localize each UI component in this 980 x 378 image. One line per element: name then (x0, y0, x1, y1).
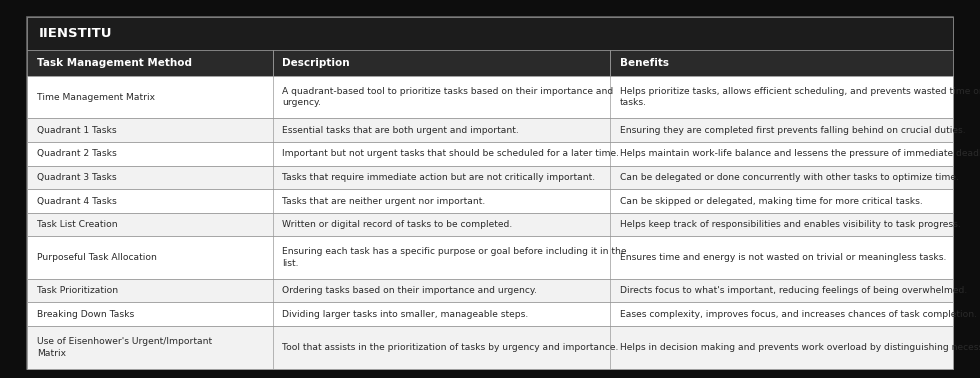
Bar (27, 236, 953, 279)
Text: Ensuring they are completed first prevents falling behind on crucial duties.: Ensuring they are completed first preven… (620, 126, 965, 135)
Bar (27, 118, 953, 142)
Text: Benefits: Benefits (620, 58, 669, 68)
Text: Breaking Down Tasks: Breaking Down Tasks (37, 310, 134, 319)
Text: Important but not urgent tasks that should be scheduled for a later time.: Important but not urgent tasks that shou… (282, 149, 619, 158)
Text: Helps maintain work-life balance and lessens the pressure of immediate deadlines: Helps maintain work-life balance and les… (620, 149, 980, 158)
Text: Use of Eisenhower's Urgent/Important
Matrix: Use of Eisenhower's Urgent/Important Mat… (37, 337, 213, 358)
Text: Task Prioritization: Task Prioritization (37, 286, 119, 295)
Bar (27, 302, 953, 326)
Text: Ordering tasks based on their importance and urgency.: Ordering tasks based on their importance… (282, 286, 537, 295)
Text: Helps prioritize tasks, allows efficient scheduling, and prevents wasted time on: Helps prioritize tasks, allows efficient… (620, 87, 980, 107)
Bar (27, 213, 953, 236)
Text: A quadrant-based tool to prioritize tasks based on their importance and
urgency.: A quadrant-based tool to prioritize task… (282, 87, 613, 107)
Text: Helps in decision making and prevents work overload by distinguishing necessary : Helps in decision making and prevents wo… (620, 343, 980, 352)
Text: Purposeful Task Allocation: Purposeful Task Allocation (37, 253, 157, 262)
Text: Tool that assists in the prioritization of tasks by urgency and importance.: Tool that assists in the prioritization … (282, 343, 618, 352)
Bar (27, 189, 953, 213)
Bar (27, 279, 953, 302)
Text: Can be skipped or delegated, making time for more critical tasks.: Can be skipped or delegated, making time… (620, 197, 923, 206)
Text: Helps keep track of responsibilities and enables visibility to task progress.: Helps keep track of responsibilities and… (620, 220, 960, 229)
Text: Quadrant 3 Tasks: Quadrant 3 Tasks (37, 173, 117, 182)
Text: Quadrant 1 Tasks: Quadrant 1 Tasks (37, 126, 117, 135)
Text: Ensuring each task has a specific purpose or goal before including it in the
lis: Ensuring each task has a specific purpos… (282, 248, 627, 268)
Text: Description: Description (282, 58, 350, 68)
Text: Time Management Matrix: Time Management Matrix (37, 93, 155, 102)
Bar (27, 142, 953, 166)
Text: Tasks that are neither urgent nor important.: Tasks that are neither urgent nor import… (282, 197, 486, 206)
Text: Task Management Method: Task Management Method (37, 58, 192, 68)
Text: Task List Creation: Task List Creation (37, 220, 118, 229)
Text: Directs focus to what's important, reducing feelings of being overwhelmed.: Directs focus to what's important, reduc… (620, 286, 967, 295)
Bar (27, 17, 953, 50)
Text: Quadrant 4 Tasks: Quadrant 4 Tasks (37, 197, 117, 206)
Bar (27, 166, 953, 189)
Text: Dividing larger tasks into smaller, manageable steps.: Dividing larger tasks into smaller, mana… (282, 310, 528, 319)
Text: Eases complexity, improves focus, and increases chances of task completion.: Eases complexity, improves focus, and in… (620, 310, 977, 319)
Text: Can be delegated or done concurrently with other tasks to optimize time.: Can be delegated or done concurrently wi… (620, 173, 959, 182)
Text: Ensures time and energy is not wasted on trivial or meaningless tasks.: Ensures time and energy is not wasted on… (620, 253, 947, 262)
Text: Essential tasks that are both urgent and important.: Essential tasks that are both urgent and… (282, 126, 519, 135)
Bar (27, 326, 953, 369)
Text: Written or digital record of tasks to be completed.: Written or digital record of tasks to be… (282, 220, 513, 229)
Text: Tasks that require immediate action but are not critically important.: Tasks that require immediate action but … (282, 173, 596, 182)
Text: Quadrant 2 Tasks: Quadrant 2 Tasks (37, 149, 117, 158)
Text: IIENSTITU: IIENSTITU (39, 27, 113, 40)
Bar (27, 50, 953, 76)
Bar (27, 76, 953, 118)
